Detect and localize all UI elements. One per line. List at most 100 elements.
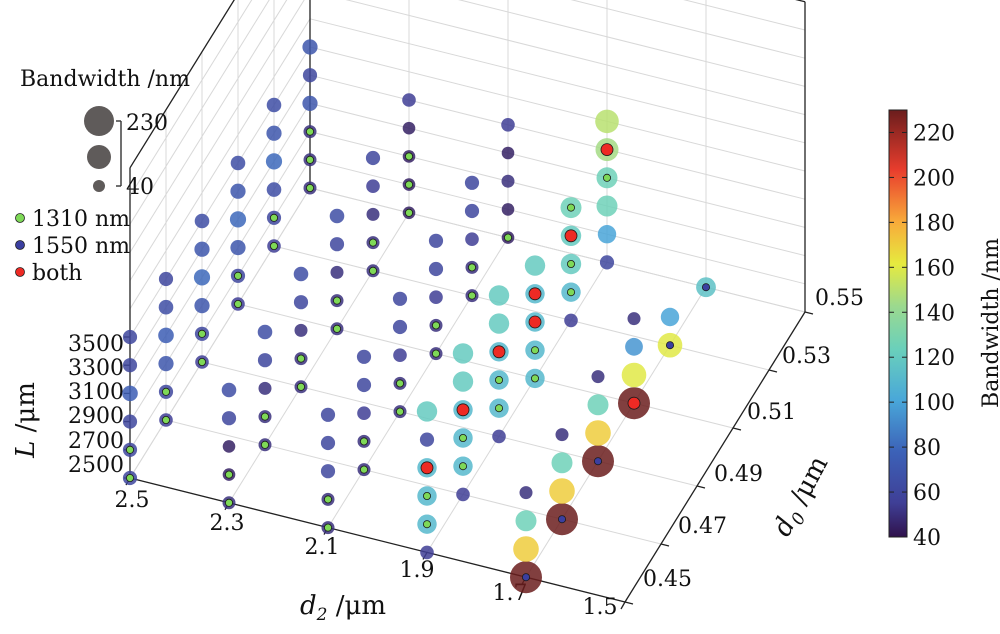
colorbar-tick-label: 40	[913, 526, 941, 551]
data-point-bubble	[258, 381, 272, 395]
wavelength-marker-1310	[305, 183, 314, 192]
data-point-bubble	[257, 324, 273, 340]
wavelength-marker-1310	[260, 412, 269, 421]
colorbar-tick-label: 80	[913, 436, 941, 461]
wavelength-marker-1310	[359, 437, 368, 446]
data-point-bubble	[465, 232, 479, 246]
d0-tick	[696, 485, 706, 489]
d0-tick-label: 0.55	[815, 286, 864, 311]
wall-grid-line	[129, 0, 305, 281]
L-tick-label: 3300	[68, 356, 124, 381]
d2-axis-title: d2 /μm	[300, 591, 386, 625]
floor-grid-line	[426, 262, 608, 553]
data-point-bubble	[452, 343, 474, 364]
data-point-bubble	[515, 510, 537, 532]
data-points	[122, 39, 716, 594]
data-point-bubble	[627, 312, 641, 326]
legend-marker-1310	[15, 213, 25, 223]
data-point-bubble	[294, 323, 308, 337]
wall-grid-line	[129, 0, 253, 197]
data-point-bubble	[158, 356, 174, 372]
axis-box-edge	[795, 0, 806, 3]
wavelength-marker-1310	[395, 379, 404, 388]
wavelength-marker-1550	[666, 341, 675, 350]
data-point-bubble	[221, 382, 237, 398]
d0-tick	[732, 427, 742, 431]
wavelength-marker-1310	[531, 346, 540, 355]
data-point-bubble	[597, 225, 617, 244]
data-point-bubble	[122, 329, 138, 345]
wavelength-marker-1310	[161, 415, 170, 424]
d2-tick-label: 1.9	[400, 558, 435, 583]
wavelength-marker-1310	[233, 299, 242, 308]
wavelength-marker-1310	[603, 173, 612, 182]
axis-box-edge	[624, 311, 806, 603]
data-point-bubble	[221, 411, 237, 426]
wall-grid-line	[570, 0, 806, 59]
data-point-bubble	[356, 349, 372, 364]
data-point-bubble	[456, 487, 470, 502]
L-axis-title: L /μm	[11, 382, 41, 459]
data-point-bubble	[429, 290, 443, 305]
data-point-bubble	[392, 319, 408, 335]
colorbar-tick-label: 200	[913, 166, 955, 191]
wall-grid-line	[309, 159, 806, 285]
L-tick-label: 3100	[68, 380, 124, 405]
colorbar-tick-label: 120	[913, 346, 955, 371]
data-point-bubble	[501, 174, 515, 188]
d0-tick-label: 0.49	[714, 462, 763, 487]
wall-grid-line	[458, 0, 806, 87]
legend-label-1310: 1310 nm	[32, 207, 130, 232]
wavelength-marker-1310	[323, 523, 332, 532]
wall-grid-line	[309, 102, 806, 228]
data-point-bubble	[564, 313, 578, 328]
size-legend-large-circle	[84, 106, 114, 136]
floor-grid-line	[201, 361, 698, 487]
wavelength-marker-1310	[467, 263, 476, 272]
L-tick-label: 2900	[68, 404, 124, 429]
wavelength-marker-both	[600, 143, 614, 157]
wall-grid-line	[129, 159, 311, 451]
wavelength-marker-1310	[431, 321, 440, 330]
wall-grid-line	[129, 46, 311, 338]
wavelength-marker-1310	[332, 324, 341, 333]
wavelength-marker-1310	[494, 375, 503, 384]
legend-marker-1550	[15, 240, 25, 250]
wall-grid-line	[129, 187, 311, 479]
wavelength-marker-both	[420, 461, 434, 475]
wavelength-marker-1310	[531, 374, 540, 383]
d2-tick-label: 2.5	[115, 488, 150, 513]
data-point-bubble	[329, 237, 345, 252]
data-point-bubble	[230, 240, 246, 256]
size-legend-title: Bandwidth /nm	[20, 67, 190, 92]
legend-marker-both	[15, 267, 25, 277]
d0-axis-title: d0 /μm	[767, 451, 837, 543]
data-point-bubble	[230, 183, 246, 199]
data-point-bubble	[464, 203, 480, 219]
data-point-bubble	[293, 295, 309, 310]
size-legend-max: 230	[126, 111, 168, 136]
size-legend: Bandwidth /nm 230 40	[20, 67, 190, 200]
wavelength-marker-both	[564, 229, 578, 243]
data-point-bubble	[585, 420, 611, 446]
data-point-bubble	[402, 121, 416, 135]
colorbar-gradient	[888, 109, 908, 538]
L-tick-label: 2700	[68, 429, 124, 454]
wavelength-marker-1310	[494, 404, 503, 413]
data-point-bubble	[266, 97, 282, 113]
data-point-bubble	[357, 406, 371, 421]
wall-grid-line	[309, 18, 806, 144]
wall-grid-line	[129, 0, 270, 225]
colorbar-title: Bandwidth /nm	[979, 238, 1000, 408]
data-point-bubble	[599, 255, 615, 270]
wavelength-marker-1310	[233, 271, 242, 280]
wavelength-marker-1550	[522, 573, 531, 582]
data-point-bubble	[302, 95, 318, 111]
tick-labels: 2.5 2.3 2.1 1.9 1.7 1.5 0.45 0.47 0.49 0…	[68, 286, 864, 620]
wavelength-marker-1310	[296, 354, 305, 363]
data-point-bubble	[551, 452, 573, 474]
wavelength-marker-1550	[702, 283, 711, 292]
data-point-bubble	[293, 266, 309, 282]
data-point-bubble	[194, 241, 210, 257]
wavelength-marker-1310	[224, 498, 233, 507]
